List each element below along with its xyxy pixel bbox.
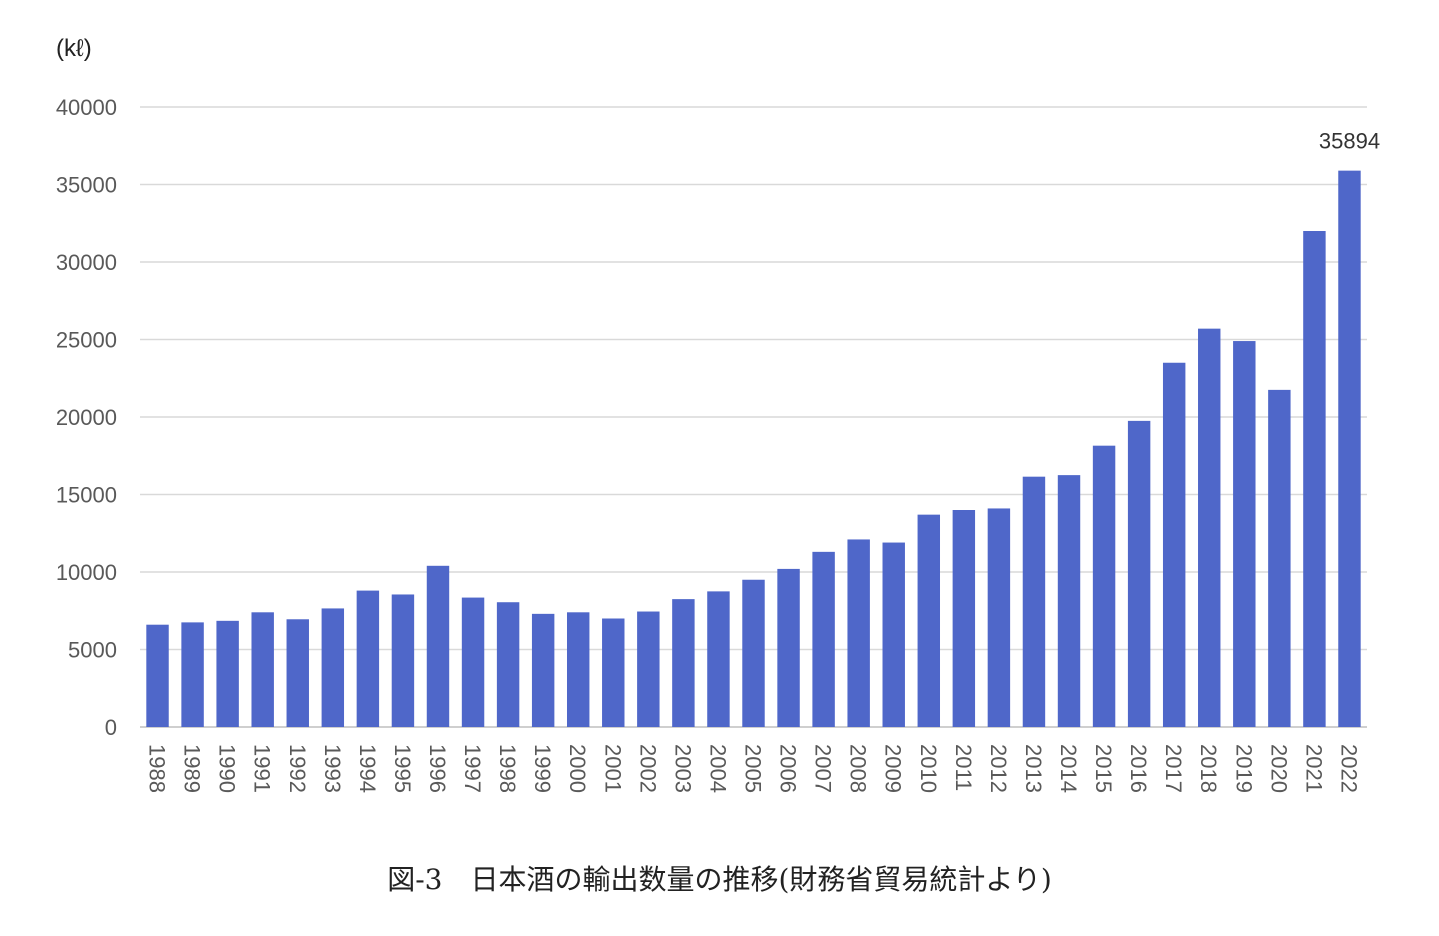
bar-1990 — [216, 620, 239, 727]
x-tick-label: 2007 — [811, 744, 836, 793]
x-tick-label: 2014 — [1056, 744, 1081, 793]
bar-2002 — [637, 611, 660, 727]
y-tick-label: 30000 — [56, 250, 117, 275]
x-tick-label: 2001 — [600, 744, 625, 793]
bar-2021 — [1303, 231, 1326, 727]
bar-2019 — [1233, 341, 1256, 727]
bar-1989 — [181, 622, 204, 727]
bar-2010 — [917, 514, 941, 727]
bar-1997 — [461, 597, 485, 727]
bar-2011 — [952, 510, 976, 727]
bar-2009 — [882, 542, 905, 727]
y-axis-unit-label: (kℓ) — [56, 35, 92, 62]
bar-1998 — [496, 602, 520, 727]
y-tick-label: 10000 — [56, 560, 117, 585]
bar-1994 — [356, 590, 380, 727]
bar-2012 — [987, 508, 1011, 727]
bar-2006 — [777, 568, 800, 727]
gridlines — [140, 106, 1367, 728]
bar-2005 — [742, 579, 765, 727]
x-tick-label: 1999 — [530, 744, 555, 793]
bar-2013 — [1022, 476, 1046, 727]
x-tick-label: 2020 — [1266, 744, 1291, 793]
bar-2004 — [707, 591, 730, 727]
x-tick-label: 1991 — [250, 744, 275, 793]
x-tick-label: 1998 — [495, 744, 520, 793]
x-tick-label: 1990 — [215, 744, 240, 793]
bar-1995 — [391, 594, 415, 727]
bar-chart: (kℓ) 0 5000 10000 15000 20000 25000 30000 35000… — [56, 35, 1380, 793]
x-tick-label: 2017 — [1161, 744, 1186, 793]
x-tick-label: 2000 — [565, 744, 590, 793]
x-tick-label: 2004 — [705, 744, 730, 793]
bar-2003 — [672, 599, 695, 727]
x-tick-label: 1989 — [180, 744, 205, 793]
x-tick-label: 2013 — [1021, 744, 1046, 793]
y-tick-label: 25000 — [56, 328, 117, 353]
bar-2020 — [1268, 389, 1291, 727]
bar-2022 — [1338, 170, 1361, 727]
bar-1999 — [531, 613, 555, 727]
data-labels: 35894 — [1319, 129, 1380, 154]
bar-1993 — [321, 608, 345, 727]
x-tick-label: 2009 — [881, 744, 906, 793]
bar-1991 — [251, 612, 274, 727]
bar-2015 — [1092, 445, 1116, 727]
x-tick-label: 1993 — [320, 744, 345, 793]
bar-2014 — [1057, 475, 1081, 727]
x-tick-label: 2003 — [670, 744, 695, 793]
y-tick-label: 20000 — [56, 405, 117, 430]
y-tick-label: 40000 — [56, 95, 117, 120]
bar-2001 — [602, 618, 625, 727]
y-tick-label: 35000 — [56, 173, 117, 198]
data-label: 35894 — [1319, 129, 1380, 154]
bar-1996 — [426, 565, 450, 727]
x-tick-label: 2022 — [1336, 744, 1361, 793]
bar-2008 — [847, 539, 870, 727]
figure-caption: 図-3 日本酒の輸出数量の推移(財務省貿易統計より) — [387, 863, 1052, 896]
x-tick-label: 1988 — [145, 744, 170, 793]
x-tick-label: 2005 — [741, 744, 766, 793]
x-tick-label: 2012 — [986, 744, 1011, 793]
y-tick-label: 5000 — [68, 638, 117, 663]
x-axis-ticks: 1988 1989 1990 1991 1992 1993 1994 1995 1996 1997… — [145, 744, 1362, 793]
bar-2000 — [566, 612, 590, 727]
bar-1988 — [146, 624, 169, 727]
bar-2018 — [1198, 328, 1221, 727]
x-tick-label: 2019 — [1231, 744, 1256, 793]
x-tick-label: 2010 — [916, 744, 941, 793]
y-tick-label: 15000 — [56, 483, 117, 508]
x-tick-label: 2002 — [635, 744, 660, 793]
x-tick-label: 2006 — [776, 744, 801, 793]
x-tick-label: 2018 — [1196, 744, 1221, 793]
bar-2007 — [812, 551, 835, 727]
x-tick-label: 2015 — [1091, 744, 1116, 793]
x-tick-label: 1997 — [460, 744, 485, 793]
bars — [146, 170, 1361, 727]
y-tick-label: 0 — [105, 715, 117, 740]
bar-1992 — [286, 619, 309, 727]
x-tick-label: 1992 — [285, 744, 310, 793]
x-tick-label: 1994 — [355, 744, 380, 793]
x-tick-label: 1996 — [425, 744, 450, 793]
x-tick-label: 2016 — [1126, 744, 1151, 793]
x-tick-label: 2011 — [951, 744, 976, 791]
x-tick-label: 1995 — [390, 744, 415, 793]
bar-2017 — [1162, 362, 1186, 727]
x-tick-label: 2008 — [846, 744, 871, 793]
bar-2016 — [1127, 420, 1151, 727]
y-axis-ticks: 0 5000 10000 15000 20000 25000 30000 35000 40000 — [56, 95, 117, 740]
x-tick-label: 2021 — [1301, 744, 1326, 793]
